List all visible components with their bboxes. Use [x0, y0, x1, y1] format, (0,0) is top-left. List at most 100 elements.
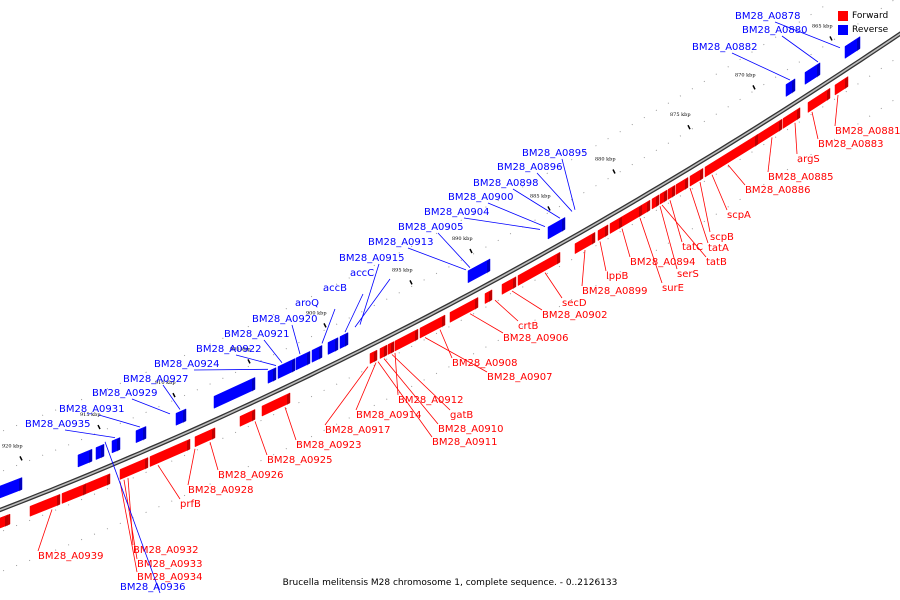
reverse-gene-block — [0, 477, 23, 499]
leader-line-aroq — [321, 308, 336, 344]
forward-gene-block — [689, 167, 704, 187]
kbp-tick-label: 900 kbp — [306, 310, 327, 316]
gene-label-bm28-a0932: BM28_A0932 — [133, 545, 199, 556]
leader-line-bm28-a0929 — [131, 398, 171, 415]
forward-gene-block — [517, 251, 561, 287]
legend-forward: Forward — [838, 9, 888, 23]
map-caption: Brucella melitensis M28 chromosome 1, co… — [282, 578, 618, 588]
kbp-tick-label: 870 kbp — [735, 72, 756, 78]
leader-line-bm28-a0915 — [359, 263, 380, 325]
gene-label-bm28-a0908: BM28_A0908 — [452, 358, 518, 369]
leader-line-bm28-a0898 — [512, 188, 561, 219]
kbp-tick-mark — [752, 85, 756, 90]
leader-line-bm28-a0905 — [437, 232, 471, 268]
gene-label-bm28-a0881: BM28_A0881 — [835, 126, 900, 137]
forward-gene-block — [149, 438, 191, 467]
gene-label-tata: tatA — [708, 243, 729, 254]
gene-label-bm28-a0934: BM28_A0934 — [137, 572, 203, 583]
forward-gene-block — [0, 514, 9, 529]
leader-line-bm28-a0926 — [209, 441, 219, 471]
leader-line-args — [794, 122, 798, 155]
kbp-tick-label: 885 kbp — [530, 193, 551, 199]
forward-gene-block — [667, 184, 676, 200]
gene-label-bm28-a0898: BM28_A0898 — [473, 178, 539, 189]
gene-label-bm28-a0925: BM28_A0925 — [267, 455, 333, 466]
leader-line-lppb — [599, 241, 607, 272]
gene-label-bm28-a0926: BM28_A0926 — [218, 470, 284, 481]
leader-line-prfb — [157, 464, 181, 500]
gene-label-bm28-a0914: BM28_A0914 — [356, 410, 422, 421]
reverse-gene-block — [111, 437, 121, 454]
gene-label-bm28-a0936: BM28_A0936 — [120, 582, 186, 593]
legend-forward-swatch — [838, 11, 848, 21]
gene-label-secd: secD — [562, 298, 587, 309]
forward-gene-block — [704, 133, 759, 178]
kbp-tick-mark — [469, 248, 473, 254]
gene-label-scpb: scpB — [710, 232, 734, 243]
forward-gene-block — [119, 457, 149, 480]
kbp-tick-mark — [323, 323, 327, 328]
leader-line-bm28-a0927 — [162, 384, 181, 410]
gene-label-bm28-a0927: BM28_A0927 — [123, 374, 189, 385]
reverse-gene-block — [95, 443, 105, 460]
leader-line-bm28-a0917 — [324, 366, 369, 426]
reverse-gene-block — [804, 62, 821, 85]
leader-line-bm28-a0928 — [187, 448, 196, 486]
kbp-tick-label: 905 kbp — [230, 346, 251, 352]
reverse-gene-block — [77, 448, 93, 468]
leader-line-bm28-a0935 — [64, 429, 116, 439]
gene-label-accc: accC — [350, 268, 374, 279]
kbp-tick-mark — [97, 424, 101, 430]
leader-line-bm28-a0924 — [193, 368, 269, 371]
gene-label-bm28-a0924: BM28_A0924 — [154, 359, 220, 370]
reverse-gene-block — [267, 367, 277, 384]
reverse-gene-block — [844, 36, 861, 59]
gene-label-accb: accB — [323, 283, 347, 294]
gene-label-bm28-a0922: BM28_A0922 — [196, 344, 262, 355]
gene-label-bm28-a0904: BM28_A0904 — [424, 207, 490, 218]
leader-line-bm28-a0902 — [511, 290, 543, 311]
leader-line-bm28-a0878 — [774, 21, 841, 49]
gene-label-sers: serS — [677, 269, 699, 280]
leader-line-bm28-a0899 — [581, 249, 586, 287]
forward-gene-block — [782, 107, 801, 129]
kbp-tick-label: 895 kbp — [392, 267, 413, 273]
gene-label-bm28-a0917: BM28_A0917 — [325, 425, 391, 436]
leader-line-bm28-a0923 — [284, 407, 297, 441]
forward-gene-block — [194, 427, 216, 448]
gene-label-bm28-a0933: BM28_A0933 — [137, 559, 203, 570]
leader-line-accc — [354, 278, 391, 328]
gene-label-bm28-a0883: BM28_A0883 — [818, 139, 884, 150]
gene-label-bm28-a0911: BM28_A0911 — [432, 437, 498, 448]
forward-gene-block — [484, 289, 493, 305]
leader-line-bm28-a0886 — [727, 164, 746, 186]
leader-line-bm28-a0904 — [463, 217, 541, 230]
gene-label-bm28-a0921: BM28_A0921 — [224, 329, 290, 340]
forward-gene-block — [834, 76, 849, 96]
forward-gene-block — [394, 328, 419, 352]
gene-label-bm28-a0931: BM28_A0931 — [59, 404, 125, 415]
legend-reverse-swatch — [838, 25, 848, 35]
forward-gene-block — [449, 296, 479, 323]
reverse-gene-block — [277, 358, 296, 379]
leader-line-accb — [344, 293, 364, 333]
forward-gene-block — [641, 199, 651, 216]
forward-gene-block — [379, 344, 388, 360]
kbp-tick-label: 865 kbp — [812, 23, 833, 29]
gene-label-bm28-a0910: BM28_A0910 — [438, 424, 504, 435]
gene-label-aroq: aroQ — [295, 298, 319, 309]
leader-line-bm28-a0910 — [383, 358, 439, 425]
legend-forward-label: Forward — [852, 11, 889, 21]
forward-gene-block — [29, 493, 61, 517]
legend-reverse-label: Reverse — [852, 25, 889, 35]
forward-gene-block — [419, 314, 446, 339]
kbp-tick-label: 920 kbp — [2, 443, 23, 449]
kbp-tick-mark — [687, 124, 691, 130]
reverse-gene-block — [785, 78, 796, 97]
leader-line-tata — [689, 188, 709, 244]
leader-line-bm28-a0896 — [536, 172, 573, 212]
leader-line-bm28-a0933 — [123, 479, 138, 560]
kbp-tick-mark — [247, 359, 251, 364]
leader-line-bm28-a0880 — [781, 35, 819, 63]
leader-line-secd — [544, 272, 563, 299]
